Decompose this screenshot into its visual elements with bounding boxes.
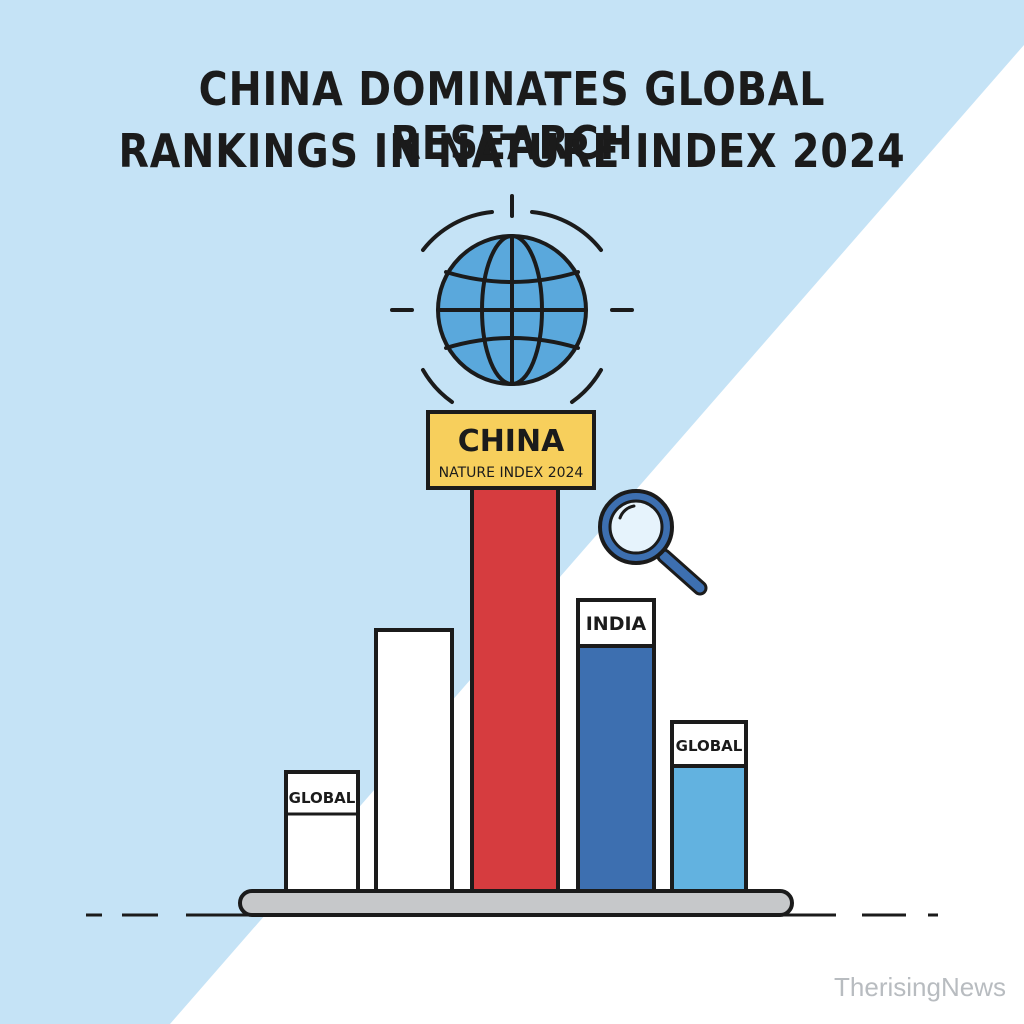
- headline-line-1: CHINA DOMINATES GLOBAL RESEARCH: [198, 62, 826, 170]
- bar-2: [374, 628, 454, 893]
- bar-5: GLOBAL: [670, 720, 748, 893]
- watermark: TherisingNews: [834, 972, 1006, 1002]
- bar-4-label: INDIA: [586, 613, 647, 635]
- bar-4: INDIA: [576, 598, 656, 893]
- magnifier-icon: [598, 489, 708, 596]
- globe-icon: [390, 194, 634, 404]
- bar-1-label: GLOBAL: [289, 789, 356, 807]
- bar-3: [470, 480, 560, 893]
- bar-1: GLOBAL: [284, 770, 360, 893]
- chart-base: [238, 889, 794, 917]
- bar-5-label: GLOBAL: [676, 737, 743, 755]
- headline-line-2: RANKINGS IN NATURE INDEX 2024: [118, 124, 906, 178]
- banner-subtitle: NATURE INDEX 2024: [439, 465, 584, 481]
- banner-country: CHINA: [458, 424, 565, 459]
- china-banner: CHINA NATURE INDEX 2024: [426, 410, 596, 490]
